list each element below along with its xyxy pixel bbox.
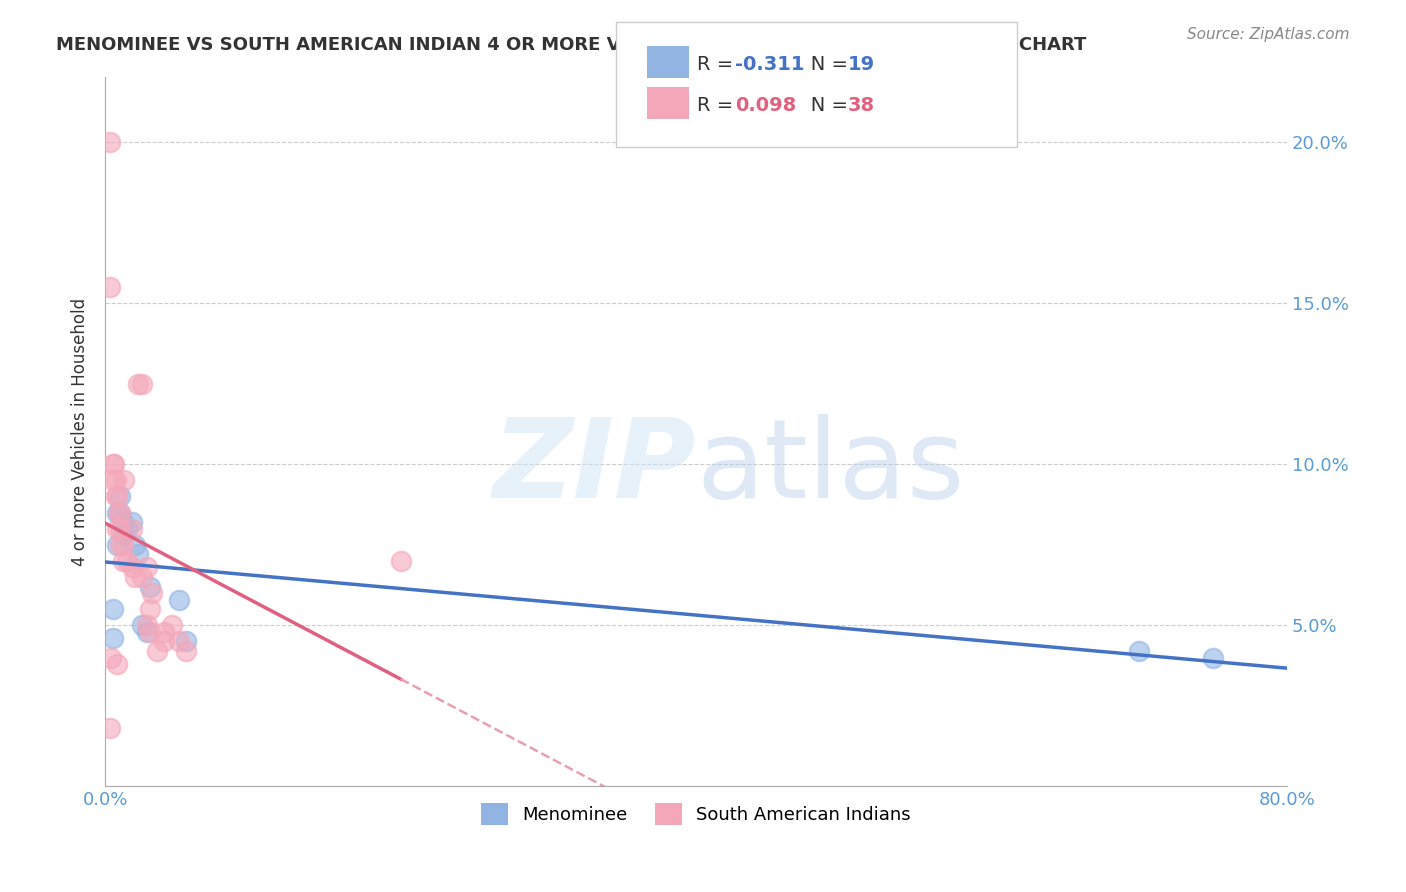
Text: MENOMINEE VS SOUTH AMERICAN INDIAN 4 OR MORE VEHICLES IN HOUSEHOLD CORRELATION C: MENOMINEE VS SOUTH AMERICAN INDIAN 4 OR … <box>56 36 1087 54</box>
Point <box>131 618 153 632</box>
Text: N =: N = <box>792 95 853 115</box>
Text: R =: R = <box>697 95 740 115</box>
Point <box>138 624 160 639</box>
Point <box>105 538 128 552</box>
Point <box>112 473 135 487</box>
Point <box>389 554 412 568</box>
Point <box>117 554 139 568</box>
Point <box>111 538 134 552</box>
Point <box>153 634 176 648</box>
Text: N =: N = <box>792 54 853 74</box>
Point <box>138 580 160 594</box>
Point <box>108 506 131 520</box>
Point <box>98 280 121 294</box>
Point <box>111 515 134 529</box>
Point <box>101 632 124 646</box>
Point <box>101 473 124 487</box>
Point <box>138 602 160 616</box>
Point <box>127 376 149 391</box>
Point <box>108 538 131 552</box>
Point <box>108 522 131 536</box>
Point <box>1202 650 1225 665</box>
Point <box>108 490 131 504</box>
Point <box>103 457 125 471</box>
Point <box>135 624 157 639</box>
Point <box>121 522 143 536</box>
Point <box>98 135 121 149</box>
Text: ZIP: ZIP <box>492 414 696 521</box>
Point <box>105 657 128 671</box>
Text: atlas: atlas <box>696 414 965 521</box>
Point <box>127 548 149 562</box>
Y-axis label: 4 or more Vehicles in Household: 4 or more Vehicles in Household <box>72 298 89 566</box>
Point <box>135 560 157 574</box>
Point <box>101 457 124 471</box>
Point <box>131 376 153 391</box>
Point <box>105 490 128 504</box>
Text: R =: R = <box>697 54 740 74</box>
Text: 0.098: 0.098 <box>735 95 797 115</box>
Point <box>176 644 198 658</box>
Point <box>124 570 146 584</box>
Point <box>104 490 127 504</box>
Point <box>160 618 183 632</box>
Point <box>107 506 129 520</box>
Point <box>105 506 128 520</box>
Point <box>124 538 146 552</box>
Text: 19: 19 <box>848 54 875 74</box>
Point <box>1128 644 1150 658</box>
Point <box>135 618 157 632</box>
Point <box>117 522 139 536</box>
Point <box>176 634 198 648</box>
Point <box>105 522 128 536</box>
Point <box>111 554 134 568</box>
Text: 38: 38 <box>848 95 875 115</box>
Point <box>108 506 131 520</box>
Point <box>121 515 143 529</box>
Point <box>98 722 121 736</box>
Legend: Menominee, South American Indians: Menominee, South American Indians <box>472 794 920 834</box>
Text: -0.311: -0.311 <box>735 54 804 74</box>
Point <box>146 644 169 658</box>
Point <box>121 560 143 574</box>
Point <box>101 602 124 616</box>
Point <box>153 624 176 639</box>
Point <box>100 650 122 665</box>
Point <box>167 592 190 607</box>
Point <box>167 634 190 648</box>
Point <box>141 586 163 600</box>
Point <box>111 528 134 542</box>
Text: Source: ZipAtlas.com: Source: ZipAtlas.com <box>1187 27 1350 42</box>
Point <box>131 570 153 584</box>
Point <box>104 473 127 487</box>
